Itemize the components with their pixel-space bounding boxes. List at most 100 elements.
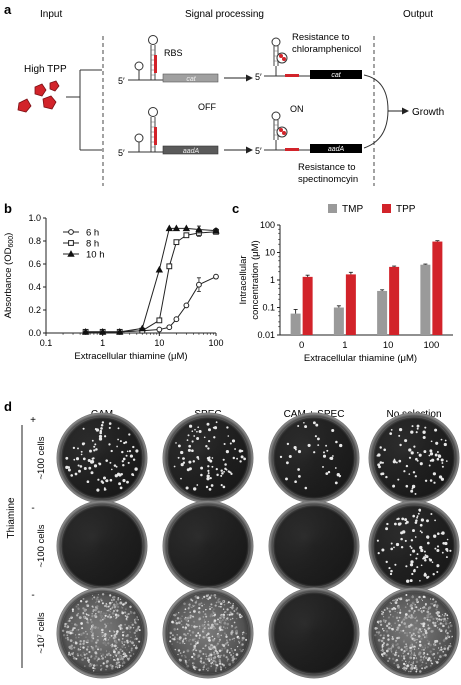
plate-1-2	[268, 500, 360, 592]
tpp-molecules	[17, 80, 60, 113]
bar-tmp	[377, 290, 388, 335]
panel-b: b 0.0 0.2 0.4 0.6 0.8 1.0 0.1 1 10 100 Extracellul…	[3, 201, 224, 362]
error-bar	[392, 265, 397, 267]
y-tick-label: 0.4	[28, 282, 41, 292]
error-bar	[380, 289, 385, 291]
y-axis-label-line1: Intracellular	[238, 255, 249, 304]
plate-highlight	[369, 501, 459, 591]
plate-highlight	[369, 588, 459, 678]
legend-label: 8 h	[86, 239, 99, 250]
y-tick-label: 100	[260, 220, 275, 230]
resist-spec-line2: spectinomcyin	[298, 174, 358, 185]
plate-0-2	[268, 412, 360, 504]
riboswitch-off-top: 5′ RBS cat	[118, 35, 219, 86]
bar-tpp	[345, 274, 356, 335]
x-tick-label: 100	[423, 340, 439, 351]
aada-gene-off	[162, 145, 219, 155]
data-point	[138, 324, 146, 332]
plate-highlight	[163, 588, 253, 678]
plate-highlight	[57, 413, 147, 503]
series-10h	[81, 224, 220, 335]
data-point	[195, 225, 203, 233]
y-tick-label: 10	[265, 248, 275, 258]
series-8h	[82, 228, 219, 335]
data-point	[166, 263, 173, 270]
data-point	[213, 273, 219, 280]
cat-gene-on	[310, 70, 362, 79]
panel-d: d Thiamine CAMSPECCAM + SPECNo selection…	[4, 399, 460, 679]
error-bar	[336, 305, 341, 308]
data-point	[81, 328, 90, 335]
y-tick-label: 0.0	[28, 328, 41, 338]
y-tick-label: 0.8	[28, 236, 41, 246]
legend-label: 6 h	[86, 228, 99, 239]
plate-1-3	[368, 500, 460, 592]
data-point	[156, 317, 163, 324]
legend-label: TPP	[396, 204, 416, 215]
plate-highlight	[269, 588, 359, 678]
five-prime-label: 5′	[118, 148, 125, 158]
growth-label: Growth	[412, 107, 444, 118]
plate-2-2	[268, 587, 360, 679]
plate-0-3	[368, 412, 460, 504]
plate-0-1	[162, 412, 254, 504]
on-label: ON	[290, 104, 304, 114]
data-point	[165, 224, 173, 232]
bar-tpp	[302, 276, 313, 335]
output-merge-curve	[363, 74, 389, 149]
tpp-molecule	[42, 95, 57, 110]
high-tpp-label: High TPP	[24, 64, 67, 75]
legend-label: 10 h	[86, 250, 105, 261]
legend-marker	[67, 250, 75, 257]
x-tick-label: 10	[383, 340, 394, 351]
aada-gene-label-off: aadA	[183, 148, 200, 155]
y-tick-label: 1	[270, 275, 275, 285]
header-signal-processing: Signal processing	[185, 9, 264, 20]
plate-highlight	[57, 588, 147, 678]
data-point	[182, 224, 191, 232]
five-prime-label: 5′	[118, 76, 125, 86]
row-cell-count: ~100 cells	[36, 436, 47, 479]
resist-cam-line2: chloramphenicol	[292, 44, 361, 55]
x-tick-label: 100	[208, 338, 223, 348]
x-tick-label: 1	[342, 340, 347, 351]
plate-highlight	[269, 413, 359, 503]
header-input: Input	[40, 9, 62, 20]
five-prime-label: 5′	[255, 72, 262, 82]
data-point	[173, 239, 180, 246]
aada-gene-on	[310, 144, 362, 153]
tpp-molecule	[17, 98, 32, 113]
y-tick-label: 1.0	[28, 213, 41, 223]
plate-highlight	[163, 501, 253, 591]
y-tick-label: 0.01	[257, 330, 275, 340]
y-tick-label: 0.2	[28, 305, 41, 315]
data-point	[172, 224, 181, 232]
five-prime-label: 5′	[255, 146, 262, 156]
cat-gene-label-off: cat	[186, 76, 196, 83]
riboswitch-off-bottom: 5′ aadA	[118, 107, 219, 158]
y-tick-label: 0.6	[28, 259, 41, 269]
row-cell-count: ~10⁷ cells	[36, 612, 47, 653]
bar-tmp	[420, 264, 431, 335]
legend-swatch	[382, 204, 391, 213]
row-sign: +	[30, 415, 36, 426]
x-tick-label: 10	[154, 338, 164, 348]
data-point	[173, 316, 180, 323]
legend-label: TMP	[342, 204, 363, 215]
data-point	[183, 232, 190, 239]
plate-highlight	[269, 501, 359, 591]
error-bar	[305, 274, 310, 277]
aada-gene-label-on: aadA	[328, 146, 345, 153]
panel-a-label: a	[4, 2, 12, 17]
thiamine-label: Thiamine	[6, 497, 17, 539]
error-bar	[348, 271, 353, 275]
resist-cam-line1: Resistance to	[292, 32, 350, 43]
cat-gene-off	[162, 73, 219, 83]
plate-2-3	[368, 587, 460, 679]
plate-highlight	[369, 413, 459, 503]
plate-1-1	[162, 500, 254, 592]
row-sign: -	[31, 590, 34, 601]
tpp-molecule	[49, 80, 60, 92]
panel-a: a Input Signal processing Output High TP…	[4, 2, 444, 186]
data-point	[155, 265, 164, 273]
